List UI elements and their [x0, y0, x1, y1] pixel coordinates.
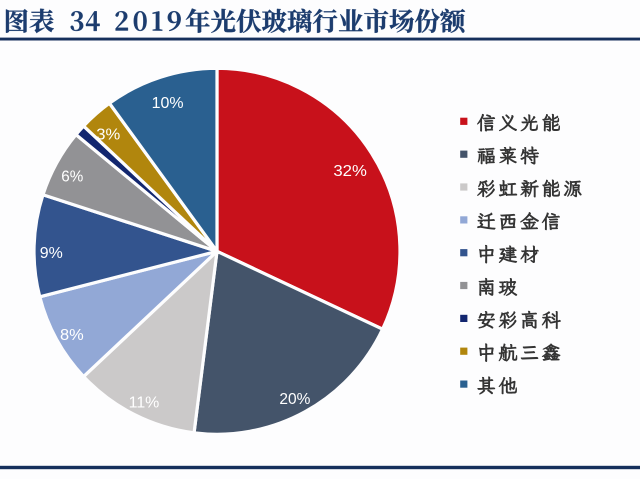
svg-text:11%: 11% — [129, 394, 160, 411]
svg-text:9%: 9% — [40, 245, 63, 262]
svg-text:8%: 8% — [60, 327, 84, 344]
svg-text:20%: 20% — [279, 391, 310, 408]
svg-text:6%: 6% — [61, 169, 83, 186]
svg-text:3%: 3% — [96, 126, 120, 143]
svg-text:32%: 32% — [333, 163, 367, 180]
svg-text:10%: 10% — [152, 95, 184, 112]
